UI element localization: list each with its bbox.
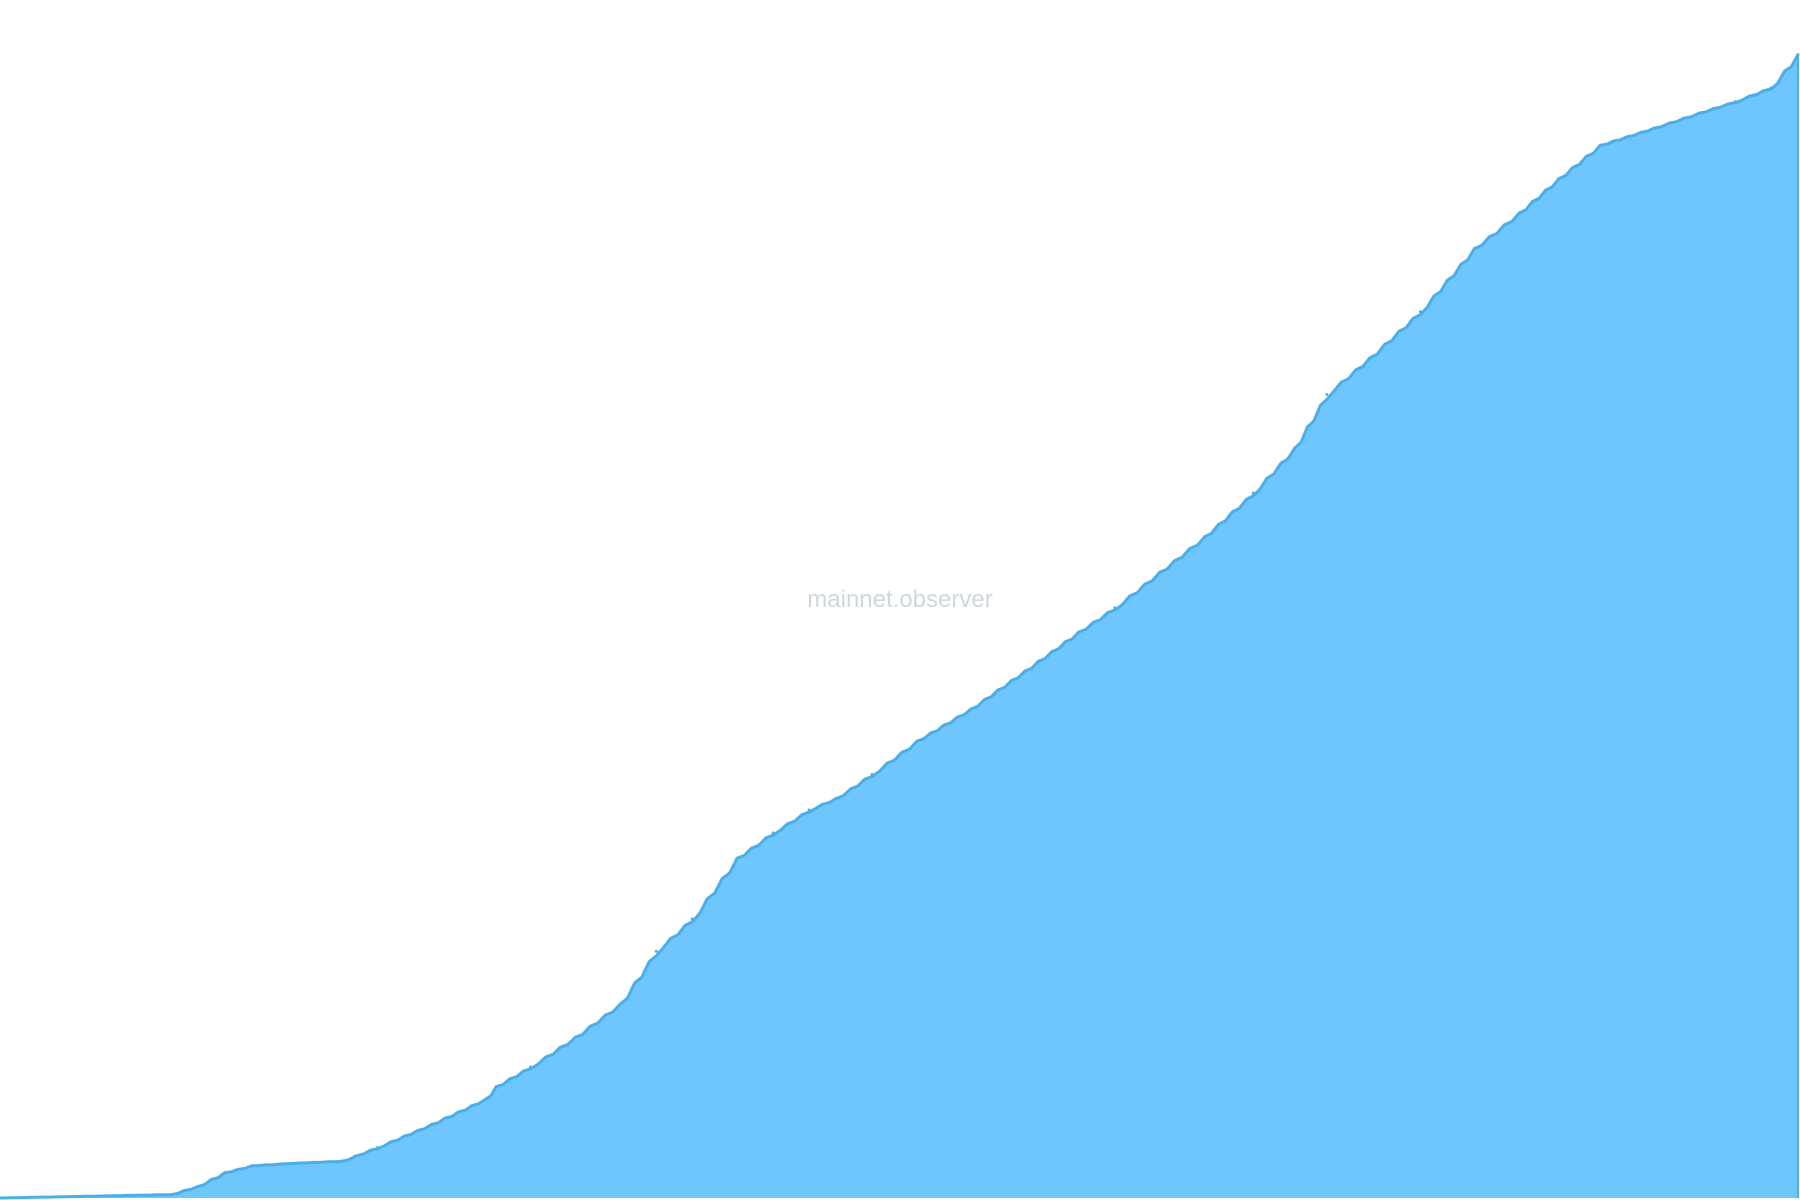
data-point-23 <box>1023 669 1027 673</box>
data-point-4 <box>250 1164 254 1168</box>
data-point-20 <box>870 772 874 776</box>
data-point-25 <box>1113 606 1117 610</box>
data-point-14 <box>654 949 658 953</box>
data-point-35 <box>1557 177 1561 181</box>
data-point-32 <box>1418 310 1422 314</box>
data-point-29 <box>1293 446 1297 450</box>
data-point-26 <box>1158 570 1162 574</box>
data-point-0 <box>0 1196 2 1200</box>
data-point-15 <box>690 917 694 921</box>
series-layer <box>0 53 1800 1200</box>
data-point-39 <box>1733 100 1737 104</box>
data-point-11 <box>528 1065 532 1069</box>
data-point-27 <box>1203 535 1207 539</box>
data-point-21 <box>915 739 919 743</box>
data-point-34 <box>1517 211 1521 215</box>
data-point-9 <box>484 1097 487 1101</box>
data-point-5 <box>286 1162 290 1166</box>
data-point-18 <box>807 808 811 812</box>
data-point-2 <box>196 1185 200 1188</box>
data-point-37 <box>1652 126 1656 130</box>
data-point-33 <box>1472 247 1476 251</box>
data-point-3 <box>223 1171 227 1175</box>
watermark-text: mainnet.observer <box>807 586 992 613</box>
data-point-38 <box>1697 111 1701 115</box>
data-point-24 <box>1077 630 1081 634</box>
data-point-17 <box>771 831 775 835</box>
area-fill <box>0 54 1798 1199</box>
series-line <box>0 53 1800 1200</box>
data-point-8 <box>430 1123 433 1126</box>
data-point-13 <box>618 1002 622 1006</box>
data-point-36 <box>1598 143 1602 147</box>
data-point-28 <box>1251 491 1255 495</box>
data-point-1 <box>169 1193 173 1197</box>
data-point-30 <box>1325 392 1329 396</box>
data-point-31 <box>1368 356 1372 360</box>
data-point-12 <box>573 1035 577 1039</box>
data-point-16 <box>735 856 739 860</box>
data-point-19 <box>834 797 838 800</box>
data-point-7 <box>376 1146 380 1149</box>
data-point-40 <box>1769 86 1773 90</box>
data-point-22 <box>969 707 973 711</box>
data-point-10 <box>494 1085 498 1089</box>
data-point-6 <box>340 1159 344 1163</box>
